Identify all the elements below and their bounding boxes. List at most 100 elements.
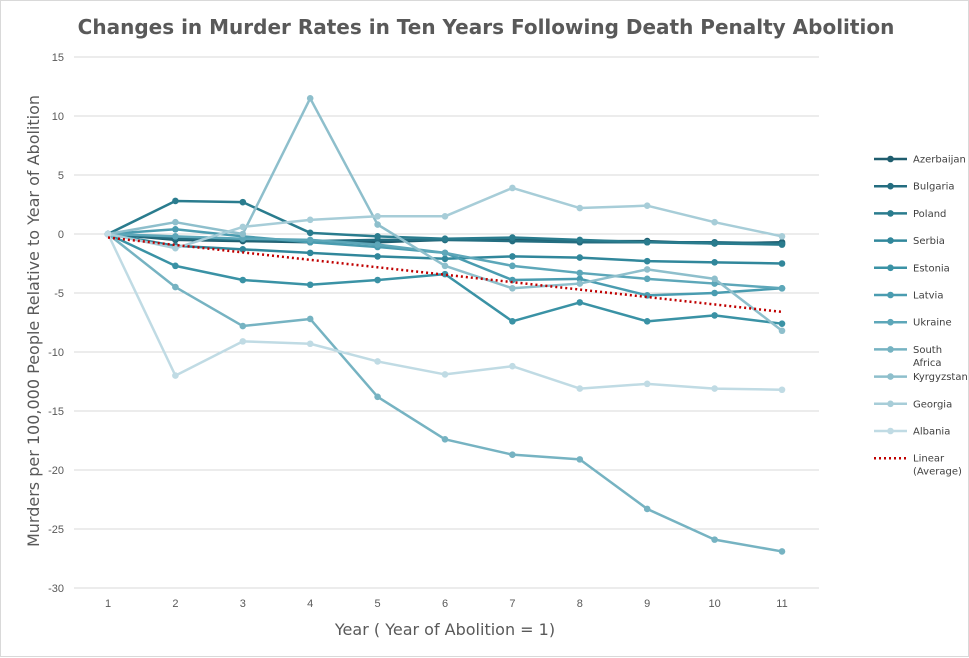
data-point xyxy=(374,358,381,365)
data-point xyxy=(306,281,314,289)
data-point xyxy=(441,249,449,257)
trendline xyxy=(107,236,783,314)
legend-label: Linear (Average) xyxy=(913,454,962,478)
data-point xyxy=(711,280,718,287)
data-point xyxy=(576,456,584,463)
legend-marker xyxy=(887,264,894,272)
data-point xyxy=(576,385,584,392)
data-point xyxy=(711,259,718,266)
data-point xyxy=(643,505,651,513)
y-axis-ticks: 15 10 5 0 -5 -10 -15 -20 -25 -30 xyxy=(48,52,64,595)
data-point xyxy=(104,230,112,238)
y-tick-label: -15 xyxy=(48,406,64,418)
trendline-layer xyxy=(107,236,783,314)
series-albania xyxy=(104,230,786,394)
data-point xyxy=(711,240,718,247)
data-point xyxy=(239,338,247,345)
legend-label: South Africa xyxy=(913,345,942,369)
legend-item: Poland xyxy=(874,209,946,220)
data-point xyxy=(374,241,381,248)
legend-label: Poland xyxy=(913,209,946,220)
data-point xyxy=(576,299,584,306)
data-point xyxy=(778,386,786,394)
legend-item: Albania xyxy=(874,427,950,438)
legend-item: Ukraine xyxy=(874,318,952,329)
data-point xyxy=(441,255,449,263)
data-point xyxy=(711,385,718,392)
data-point xyxy=(441,262,449,270)
data-point xyxy=(306,340,314,348)
data-point xyxy=(172,225,179,233)
series-south-africa xyxy=(104,230,786,555)
gridlines xyxy=(74,56,819,589)
data-point xyxy=(778,320,786,327)
legend-marker xyxy=(887,182,894,190)
series-layer xyxy=(104,95,786,555)
data-point xyxy=(576,280,584,287)
data-point xyxy=(306,236,314,244)
data-point xyxy=(441,213,449,220)
data-point xyxy=(239,223,247,231)
legend-marker xyxy=(887,427,894,435)
data-point xyxy=(509,318,516,325)
data-point xyxy=(643,275,651,283)
data-point xyxy=(509,451,516,458)
legend-item: Georgia xyxy=(874,399,952,410)
data-point xyxy=(306,216,314,224)
data-point xyxy=(509,362,516,370)
data-point xyxy=(172,283,179,291)
legend-item: Estonia xyxy=(874,263,950,274)
x-tick-label: 3 xyxy=(240,598,246,610)
x-tick-label: 6 xyxy=(442,598,448,610)
data-point xyxy=(509,253,516,260)
legend-marker xyxy=(887,346,894,353)
y-axis-label: Murders per 100,000 People Relative to Y… xyxy=(24,95,43,547)
data-point xyxy=(172,244,179,252)
data-point xyxy=(239,235,247,243)
y-tick-label: -10 xyxy=(48,347,64,359)
legend-label: Ukraine xyxy=(913,318,952,329)
data-point xyxy=(576,204,584,212)
data-point xyxy=(643,238,651,246)
y-tick-label: -25 xyxy=(48,524,64,536)
legend-item: Kyrgyzstan xyxy=(874,372,968,383)
data-point xyxy=(306,95,314,102)
data-point xyxy=(306,249,314,257)
data-point xyxy=(306,229,314,237)
data-point xyxy=(643,266,651,273)
data-point xyxy=(239,230,247,238)
y-tick-label: -20 xyxy=(48,465,64,477)
y-tick-label: 10 xyxy=(52,111,64,123)
data-point xyxy=(509,262,516,270)
x-tick-label: 2 xyxy=(172,598,178,610)
x-tick-label: 8 xyxy=(577,598,583,610)
legend-marker xyxy=(887,318,894,326)
legend-marker xyxy=(887,237,894,244)
data-point xyxy=(239,198,247,206)
data-point xyxy=(778,233,786,240)
data-point xyxy=(576,254,584,261)
legend-marker xyxy=(887,373,894,380)
data-point xyxy=(441,371,449,378)
data-point xyxy=(711,536,718,543)
x-tick-label: 5 xyxy=(375,598,381,610)
data-point xyxy=(374,253,381,260)
chart-title: Changes in Murder Rates in Ten Years Fol… xyxy=(78,15,895,39)
y-tick-label: -30 xyxy=(48,583,64,595)
data-point xyxy=(711,275,718,283)
x-tick-label: 4 xyxy=(307,598,313,610)
data-point xyxy=(172,233,179,240)
x-tick-label: 1 xyxy=(105,598,111,610)
data-point xyxy=(441,436,449,443)
x-tick-label: 7 xyxy=(509,598,515,610)
data-point xyxy=(239,322,247,330)
legend-label: Azerbaijan xyxy=(913,155,966,166)
data-point xyxy=(239,276,247,284)
data-point xyxy=(172,218,179,226)
data-point xyxy=(778,260,786,267)
y-tick-label: 15 xyxy=(52,52,64,64)
data-point xyxy=(778,241,786,248)
data-point xyxy=(172,372,179,379)
legend-marker xyxy=(887,291,894,299)
